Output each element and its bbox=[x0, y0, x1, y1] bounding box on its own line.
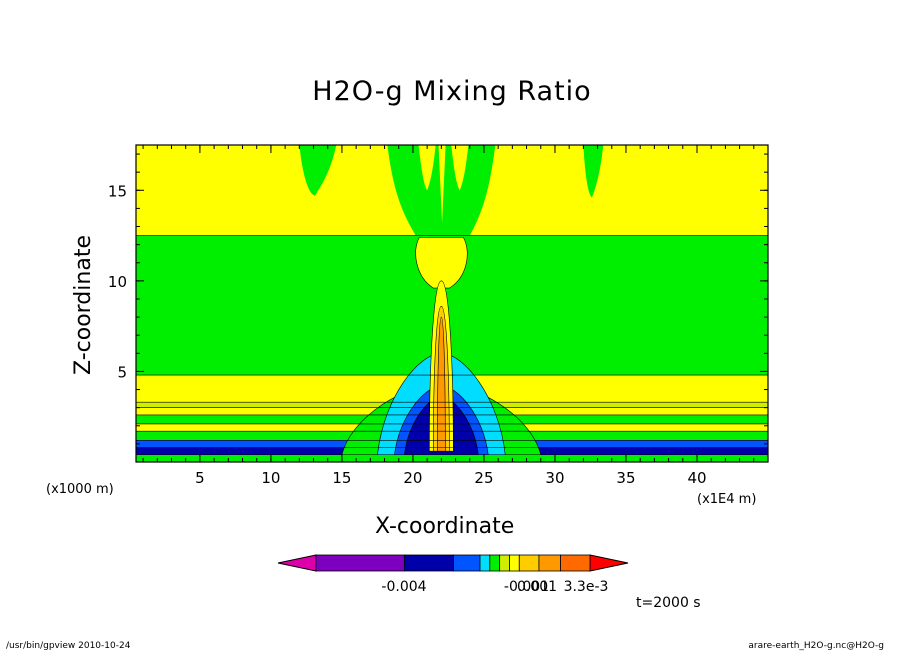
colorbar-swatch bbox=[560, 554, 591, 572]
x-tick-label: 10 bbox=[261, 469, 280, 487]
x-tick-label: 35 bbox=[616, 469, 635, 487]
plume-column-dark-orange bbox=[437, 316, 446, 452]
colorbar-swatch bbox=[509, 554, 520, 572]
contour-layer-bottom bbox=[136, 454, 768, 462]
y-tick-label: 10 bbox=[108, 273, 127, 291]
chart-title: H2O-g Mixing Ratio bbox=[312, 76, 592, 107]
colorbar-swatch bbox=[489, 554, 501, 572]
yellow-tongue-2 bbox=[438, 145, 446, 223]
x-axis-label: X-coordinate bbox=[375, 514, 515, 539]
colorbar-swatch bbox=[479, 554, 491, 572]
y-tick-label: 5 bbox=[117, 363, 127, 381]
x-tick-label: 40 bbox=[687, 469, 706, 487]
y-tick-label: 15 bbox=[108, 182, 127, 200]
colorbar-label: -0.001 bbox=[504, 579, 549, 595]
green-intrusion-0 bbox=[299, 145, 337, 196]
colorbar-swatch bbox=[403, 554, 454, 572]
plume-upper-blob bbox=[415, 237, 468, 289]
footer-program: /usr/bin/gpview 2010-10-24 bbox=[6, 641, 131, 651]
x-tick-label: 25 bbox=[474, 469, 493, 487]
x-tick-label: 15 bbox=[332, 469, 351, 487]
y-axis-label: Z-coordinate bbox=[71, 235, 96, 375]
colorbar-swatch bbox=[315, 554, 405, 572]
yellow-tongue-1 bbox=[451, 145, 469, 191]
colorbar-low-arrow bbox=[277, 554, 317, 572]
colorbar-label: 0.001 bbox=[517, 579, 557, 595]
yellow-tongue-0 bbox=[418, 145, 436, 191]
colorbar-swatch bbox=[499, 554, 510, 572]
green-intrusion-1 bbox=[583, 145, 604, 198]
colorbar-high-arrow bbox=[589, 554, 629, 572]
colorbar-label: 3.3e-3 bbox=[564, 579, 609, 595]
x-tick-label: 30 bbox=[545, 469, 564, 487]
colorbar-label: -0.004 bbox=[381, 579, 426, 595]
colorbar-swatch bbox=[538, 554, 561, 572]
footer-source: arare-earth_H2O-g.nc@H2O-g bbox=[748, 641, 884, 651]
plot-frame bbox=[135, 144, 769, 463]
x-axis-unit: (x1000 m) bbox=[46, 482, 114, 497]
x-tick-label: 20 bbox=[403, 469, 422, 487]
y-axis-unit: (x1E4 m) bbox=[697, 492, 757, 507]
time-label: t=2000 s bbox=[636, 595, 701, 611]
colorbar-swatch bbox=[453, 554, 481, 572]
x-tick-label: 5 bbox=[195, 469, 205, 487]
plot-area: 5 10 15 20 25 30 35 40 5 10 15 bbox=[108, 144, 769, 487]
colorbar-swatch bbox=[518, 554, 540, 572]
